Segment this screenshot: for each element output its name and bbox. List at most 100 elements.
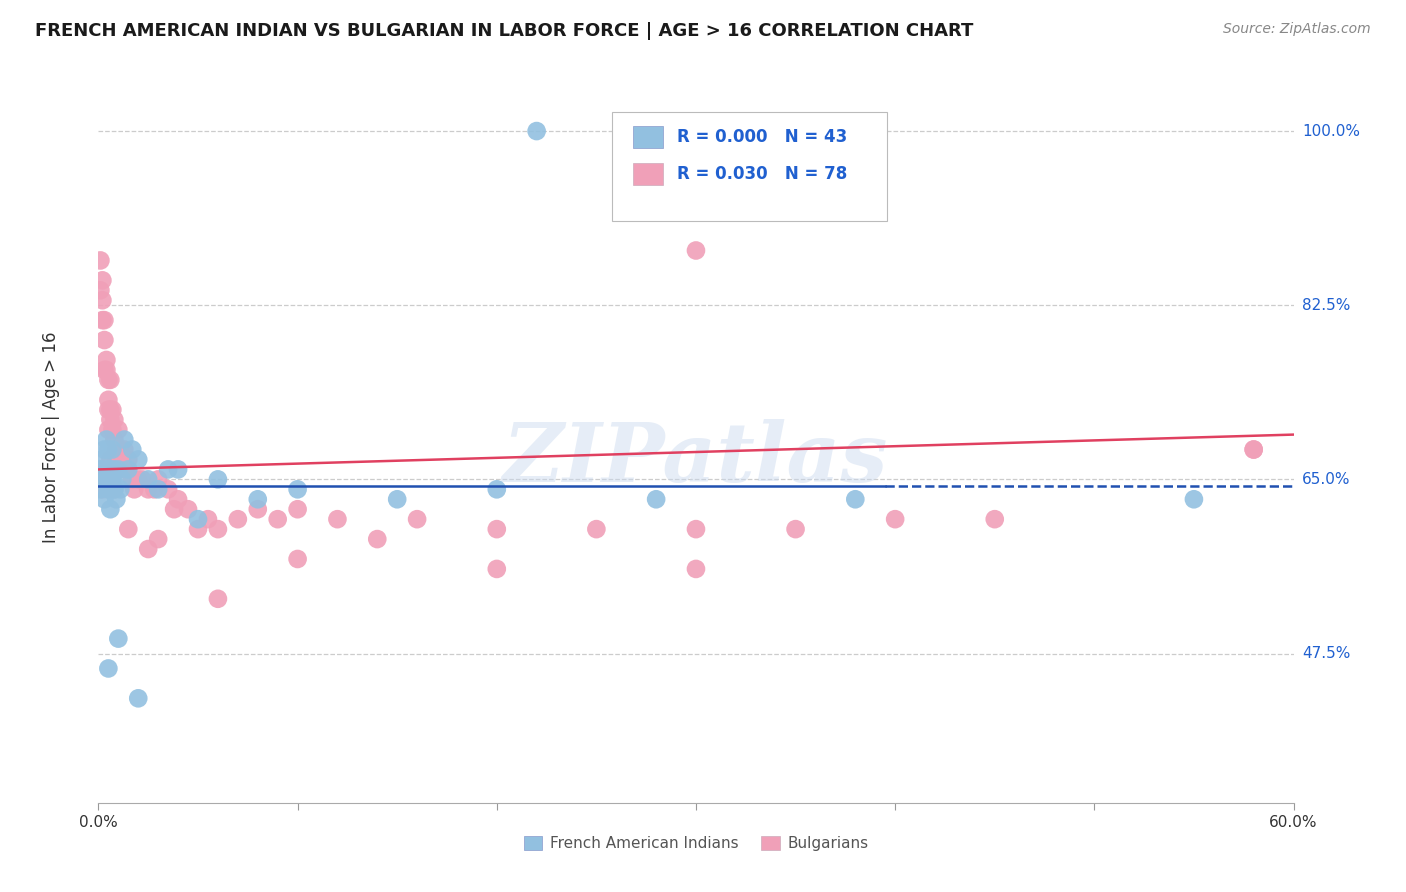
Bulgarians — [107, 462, 129, 476]
Bulgarians — [177, 502, 200, 516]
Bulgarians — [127, 472, 149, 486]
Bar — [633, 126, 662, 148]
French American Indians — [105, 492, 128, 507]
Bulgarians — [685, 562, 707, 576]
French American Indians — [110, 483, 132, 497]
French American Indians — [127, 691, 149, 706]
Bulgarians — [110, 442, 132, 457]
French American Indians — [107, 632, 129, 646]
French American Indians — [136, 472, 159, 486]
Bulgarians — [107, 423, 129, 437]
Bulgarians — [103, 483, 125, 497]
French American Indians — [157, 462, 180, 476]
Text: R = 0.030   N = 78: R = 0.030 N = 78 — [676, 165, 846, 183]
Bulgarians — [366, 532, 388, 546]
French American Indians — [91, 452, 114, 467]
Bulgarians — [96, 363, 118, 377]
Text: 47.5%: 47.5% — [1302, 646, 1350, 661]
Bulgarians — [91, 313, 114, 327]
Bulgarians — [97, 423, 120, 437]
Bulgarians — [1243, 442, 1265, 457]
French American Indians — [91, 472, 114, 486]
Bulgarians — [97, 462, 120, 476]
Bar — [633, 162, 662, 185]
Bulgarians — [101, 402, 124, 417]
Bulgarians — [97, 392, 120, 407]
Bulgarians — [485, 562, 508, 576]
French American Indians — [246, 492, 269, 507]
Bulgarians — [485, 522, 508, 536]
Bulgarians — [406, 512, 429, 526]
Bulgarians — [97, 483, 120, 497]
French American Indians — [93, 442, 115, 457]
Bulgarians — [96, 353, 118, 368]
Bulgarians — [163, 502, 186, 516]
Bulgarians — [207, 522, 229, 536]
Bulgarians — [246, 502, 269, 516]
French American Indians — [96, 472, 118, 486]
Bulgarians — [91, 293, 114, 308]
Bulgarians — [98, 412, 122, 426]
French American Indians — [187, 512, 209, 526]
Bulgarians — [103, 412, 125, 426]
French American Indians — [112, 433, 135, 447]
French American Indians — [526, 124, 548, 138]
French American Indians — [111, 472, 134, 486]
French American Indians — [97, 472, 120, 486]
French American Indians — [127, 452, 149, 467]
Bulgarians — [93, 333, 115, 347]
French American Indians — [167, 462, 190, 476]
French American Indians — [107, 462, 129, 476]
French American Indians — [98, 502, 122, 516]
Bulgarians — [103, 433, 125, 447]
Bulgarians — [97, 402, 120, 417]
Bulgarians — [157, 483, 180, 497]
Bulgarians — [267, 512, 290, 526]
French American Indians — [844, 492, 866, 507]
Bulgarians — [91, 483, 114, 497]
Bulgarians — [131, 472, 153, 486]
FancyBboxPatch shape — [613, 112, 887, 221]
Bulgarians — [1243, 442, 1265, 457]
Bulgarians — [91, 273, 114, 287]
Text: 82.5%: 82.5% — [1302, 298, 1350, 313]
Bulgarians — [96, 472, 118, 486]
Bulgarians — [287, 552, 309, 566]
French American Indians — [101, 472, 124, 486]
Bulgarians — [93, 313, 115, 327]
French American Indians — [97, 483, 120, 497]
Bulgarians — [117, 452, 139, 467]
Bulgarians — [117, 522, 139, 536]
French American Indians — [101, 442, 124, 457]
Text: ZIPatlas: ZIPatlas — [503, 419, 889, 499]
Bulgarians — [187, 522, 209, 536]
Text: 65.0%: 65.0% — [1302, 472, 1350, 487]
Bulgarians — [93, 462, 115, 476]
French American Indians — [385, 492, 409, 507]
French American Indians — [96, 433, 118, 447]
French American Indians — [97, 442, 120, 457]
French American Indians — [89, 483, 111, 497]
French American Indians — [103, 462, 125, 476]
French American Indians — [148, 483, 170, 497]
French American Indians — [117, 462, 139, 476]
French American Indians — [89, 462, 111, 476]
Bulgarians — [167, 492, 190, 507]
Bulgarians — [105, 442, 128, 457]
French American Indians — [645, 492, 668, 507]
French American Indians — [207, 472, 229, 486]
Bulgarians — [884, 512, 907, 526]
Bulgarians — [89, 283, 111, 297]
Bulgarians — [287, 502, 309, 516]
Bulgarians — [97, 373, 120, 387]
Bulgarians — [105, 452, 128, 467]
Bulgarians — [112, 442, 135, 457]
Bulgarians — [226, 512, 249, 526]
Bulgarians — [111, 452, 134, 467]
Bulgarians — [124, 483, 146, 497]
Bulgarians — [101, 472, 124, 486]
French American Indians — [97, 661, 120, 675]
French American Indians — [103, 483, 125, 497]
Text: Source: ZipAtlas.com: Source: ZipAtlas.com — [1223, 22, 1371, 37]
Bulgarians — [98, 402, 122, 417]
